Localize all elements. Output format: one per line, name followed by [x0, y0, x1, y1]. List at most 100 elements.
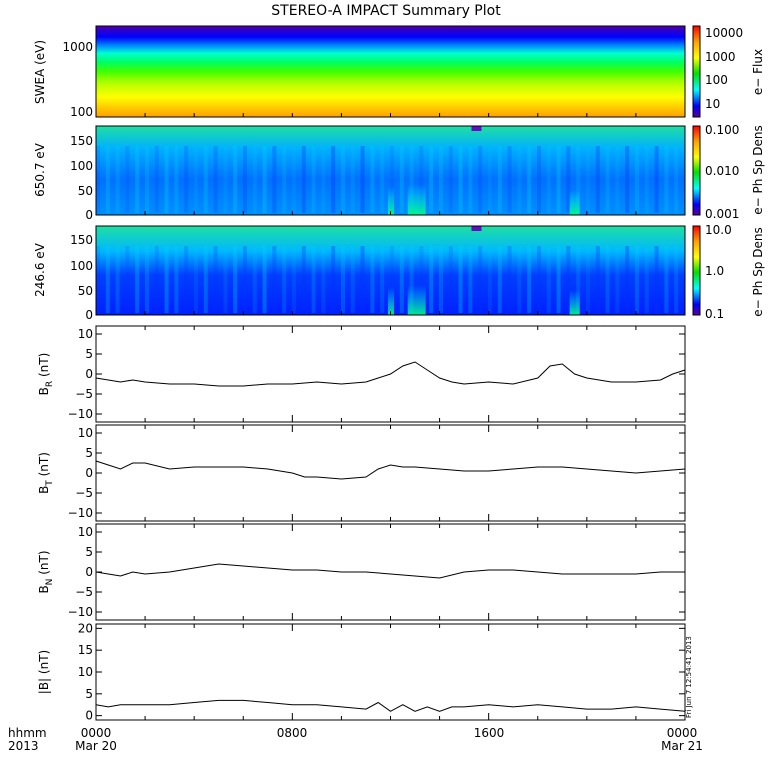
spectrogram-streak [595, 146, 600, 213]
spectrogram-enhancement [569, 190, 580, 215]
x-row1-label: hhmm [8, 726, 47, 740]
x-axis: hhmm 2013 0000 0800 1600 0000 Mar 20 Mar… [8, 726, 703, 753]
pa246-ytick-100: 100 [70, 259, 93, 273]
spectrogram-streak [262, 146, 267, 213]
spectrogram-streak [664, 146, 669, 213]
ytick-label: 20 [78, 621, 93, 635]
spectrogram-streak [556, 146, 561, 213]
x-tick-label-0000-end: 0000 [667, 726, 698, 740]
spectrogram-streak [419, 146, 424, 213]
spectrogram-streak [635, 146, 639, 213]
spectrogram-streak [194, 246, 198, 313]
spectrogram-streak [586, 146, 590, 213]
spectrogram-streak [243, 246, 247, 313]
spectrogram-streak [370, 246, 375, 313]
spectrogram-streak [468, 246, 473, 313]
spectrogram-streak [625, 246, 630, 313]
line-panel-0: 10 5 0 −5 −10 BR (nT) [37, 325, 686, 423]
series-line [95, 563, 685, 579]
spectrogram-streak [292, 246, 296, 313]
spectrogram-streak [145, 246, 149, 313]
line-panel-2: 10 5 0 −5 −10 BN (nT) [37, 523, 686, 621]
spectrogram-streak [272, 246, 277, 313]
series-line [95, 699, 686, 712]
spectrogram-enhancement [388, 187, 395, 215]
spectrogram-streak [213, 146, 218, 213]
swea-spectrogram-image [96, 26, 685, 117]
line-panel-1: 10 5 0 −5 −10 BT (nT) [37, 424, 686, 522]
spectrogram-streak [654, 246, 659, 313]
spectrogram-streak [96, 246, 100, 313]
ytick-label: 0 [85, 709, 93, 723]
spectrogram-streak [615, 146, 620, 213]
spectrogram-streak [311, 146, 316, 213]
spectrogram-streak [527, 146, 532, 213]
series-line [95, 460, 686, 480]
spectrogram-xticks [95, 211, 686, 215]
spectrogram-streak [625, 146, 630, 213]
ytick-label: 5 [85, 687, 93, 701]
ytick-label: 0 [85, 565, 93, 579]
line-panel-3: 20 15 10 5 0 |B| (nT) [37, 621, 686, 723]
spectrogram-streak [252, 146, 257, 213]
spectrogram-streak [390, 246, 394, 313]
ylabel-main: |B| [37, 678, 51, 694]
ytick-label: 10 [78, 327, 93, 341]
spectrogram-streak [194, 146, 198, 213]
spectrogram-streak [654, 146, 659, 213]
line-panel-ylabel: BT (nT) [37, 452, 55, 494]
pa246-ylabel: 246.6 eV [33, 242, 47, 297]
spectrogram-streak [301, 146, 306, 213]
spectrogram-streak [341, 246, 345, 313]
spectrogram-streak [350, 146, 355, 213]
spectrogram-streak [282, 246, 287, 313]
spectrogram-streak [566, 246, 571, 313]
spectrogram-streak [527, 246, 532, 313]
spectrogram-streak [125, 146, 130, 213]
spectrogram-enhancement [407, 185, 426, 215]
spectrogram-streak [507, 146, 512, 213]
swea-ylabel: SWEA (eV) [33, 40, 47, 104]
spectrogram-streak [203, 146, 208, 213]
spectrogram-streak [164, 246, 169, 313]
spectrogram-streak [546, 146, 551, 213]
spectrogram-enhancement [388, 287, 395, 315]
ylabel-unit: (nT) [37, 650, 51, 678]
ytick-label: −5 [75, 585, 93, 599]
spectrogram-streak [448, 246, 453, 313]
swea-ytick-1000: 1000 [62, 40, 93, 54]
swea-colorbar [692, 25, 701, 118]
x-date-mar20: Mar 20 [75, 739, 117, 753]
spectrogram-streak [203, 246, 208, 313]
pa246-ytick-150: 150 [70, 233, 93, 247]
spectrogram-streak [664, 246, 669, 313]
line-panel-frame [95, 424, 686, 522]
spectrogram-streak [321, 146, 326, 213]
swea-cb-tick-1000: 1000 [705, 50, 736, 64]
ylabel-main: B [37, 585, 51, 593]
spectrogram-streak [566, 146, 571, 213]
spectrogram-streak [105, 146, 110, 213]
spectrogram-xticks [95, 113, 686, 117]
spectrogram-streak [595, 246, 600, 313]
spectrogram-streak [380, 146, 385, 213]
ytick-label: 5 [85, 545, 93, 559]
ylabel-unit: (nT) [37, 353, 51, 381]
spectrogram-streak [644, 246, 649, 313]
swea-cb-tick-10000: 10000 [705, 26, 743, 40]
line-panel-frame [95, 523, 686, 621]
pa246-cb-tick-0.1: 0.1 [705, 307, 724, 321]
ylabel-unit: (nT) [37, 550, 51, 578]
pa650-cb-tick-0.100: 0.100 [705, 123, 739, 137]
spectrogram-streak [409, 246, 414, 313]
spectrogram-streak [478, 146, 483, 213]
spectrogram-streak [184, 146, 189, 213]
spectrogram-streak [546, 246, 551, 313]
spectrogram-streak [145, 146, 149, 213]
spectrogram-streak [537, 246, 541, 313]
spectrogram-streak [605, 246, 610, 313]
ytick-label: 10 [78, 665, 93, 679]
spectrogram-streak [233, 146, 238, 213]
spectrogram-streak [576, 146, 581, 213]
